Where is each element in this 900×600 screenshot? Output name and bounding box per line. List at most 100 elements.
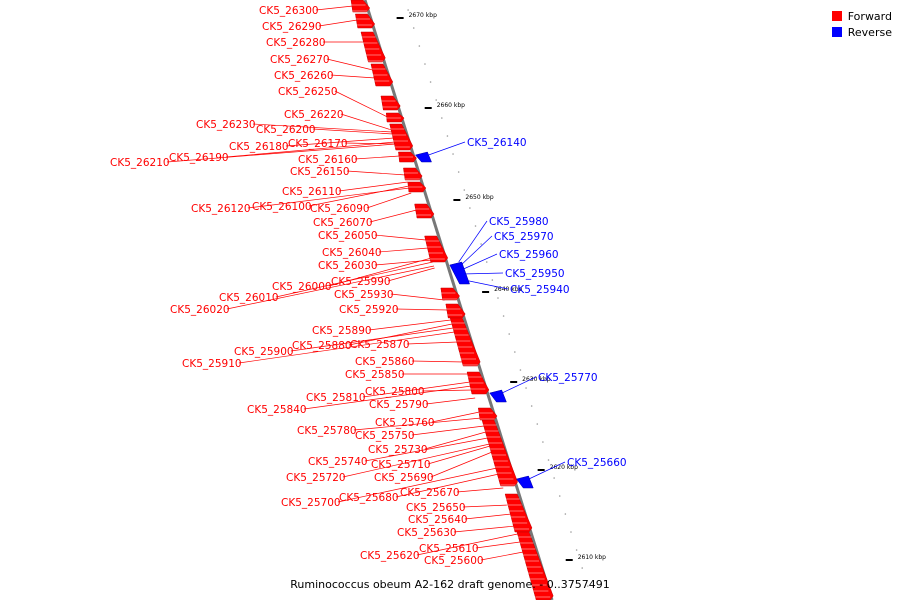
forward-gene-label: CK5_26120 [191,203,251,215]
track-dot [457,171,460,173]
track-dot [530,405,533,407]
label-leader-line [526,461,566,481]
label-leader-line [464,513,512,520]
label-leader-line [387,267,435,282]
tick-label: 2640 kbp [494,286,522,293]
forward-gene-label: CK5_26030 [318,260,378,272]
forward-gene-label: CK5_25990 [331,276,391,288]
forward-gene-block [385,112,405,123]
label-leader-line [424,431,486,450]
label-leader-line [416,533,518,556]
legend-reverse: Reverse [831,24,892,40]
forward-gene-label: CK5_25730 [368,444,428,456]
track-dot [587,585,589,587]
forward-gene-label: CK5_25810 [306,392,366,404]
reverse-gene-block [489,389,507,403]
forward-gene-label: CK5_26210 [110,157,170,169]
forward-gene-label: CK5_25840 [247,404,307,416]
forward-gene-label: CK5_25650 [406,502,466,514]
track-dot [485,261,488,263]
reverse-gene-label: CK5_25960 [499,249,559,261]
label-leader-line [337,467,498,503]
track-dot [446,135,449,137]
track-dot [435,99,438,101]
forward-gene-label: CK5_25860 [355,356,415,368]
forward-gene-label: CK5_25800 [365,386,425,398]
label-leader-line [225,141,396,158]
label-leader-line [166,143,396,163]
forward-gene-block [504,493,533,533]
forward-swatch [831,11,842,21]
label-leader-line [499,376,537,395]
label-leader-line [395,473,499,498]
tick-label: 2660 kbp [437,102,465,109]
forward-gene-label: CK5_25870 [350,339,410,351]
forward-gene-label: CK5_26020 [170,304,230,316]
forward-gene-label: CK5_26070 [313,217,373,229]
forward-label: Forward [847,9,892,23]
forward-gene-label: CK5_25900 [234,346,294,358]
track-dot [536,423,539,425]
label-leader-line [464,279,509,290]
label-leader-line [425,397,476,405]
forward-gene-label: CK5_25880 [292,340,352,352]
track-dot [553,477,555,479]
label-leader-line [308,185,410,207]
label-leader-line [334,90,388,118]
forward-gene-label: CK5_25750 [355,430,415,442]
label-leader-line [395,308,448,311]
forward-gene-block [414,203,435,219]
label-leader-line [368,319,451,331]
forward-gene-label: CK5_25910 [182,358,242,370]
forward-gene-label: CK5_25610 [419,543,479,555]
track-dot [508,333,511,335]
label-leader-line [378,247,429,253]
tick-label: 2610 kbp [578,554,606,561]
forward-gene-label: CK5_25930 [334,289,394,301]
label-leader-line [453,525,516,533]
label-leader-line [462,504,509,508]
label-leaders [166,5,566,561]
forward-gene-label: CK5_26110 [282,186,342,198]
forward-gene-block [449,317,481,367]
forward-gene-label: CK5_26270 [270,54,330,66]
reverse-label: Reverse [847,25,892,39]
forward-gene-block [403,167,423,181]
reverse-gene-label: CK5_25970 [494,231,554,243]
forward-gene-label: CK5_26050 [318,230,378,242]
forward-gene-block [478,407,498,421]
label-leader-line [425,141,466,157]
forward-gene-label: CK5_25680 [339,492,399,504]
label-leader-line [461,253,498,271]
track-dot [480,243,482,245]
track-dot [570,531,572,533]
forward-gene-label: CK5_25620 [360,550,420,562]
label-leader-line [338,181,408,192]
forward-gene-label: CK5_26010 [219,292,279,304]
forward-gene-label: CK5_26150 [290,166,350,178]
forward-gene-label: CK5_26260 [274,70,334,82]
tick-label: 2650 kbp [465,194,493,201]
label-leader-line [344,142,396,145]
label-leader-line [431,411,480,423]
forward-gene-label: CK5_26180 [229,141,289,153]
reverse-gene-label: CK5_25660 [567,457,627,469]
label-leader-line [411,425,484,436]
label-leader-line [285,137,395,147]
label-leader-line [374,259,433,266]
forward-gene-label: CK5_26300 [259,5,319,17]
gene-labels: CK5_26300 CK5_26290 CK5_26280 CK5_26270 CK5_… [110,5,627,567]
genome-caption: Ruminococcus obeum A2-162 draft genome. … [290,578,610,591]
forward-gene-label: CK5_25710 [371,459,431,471]
track-dot [542,441,544,443]
label-leader-line [369,209,417,223]
forward-gene-label: CK5_25630 [397,527,457,539]
label-leader-line [238,331,455,364]
track-dot [514,351,516,353]
label-leader-line [390,293,445,301]
label-leader-line [318,19,358,27]
forward-gene-label: CK5_26190 [169,152,229,164]
label-leader-line [406,341,458,345]
reverse-gene-label: CK5_26140 [467,137,527,149]
forward-gene-label: CK5_25740 [308,456,368,468]
